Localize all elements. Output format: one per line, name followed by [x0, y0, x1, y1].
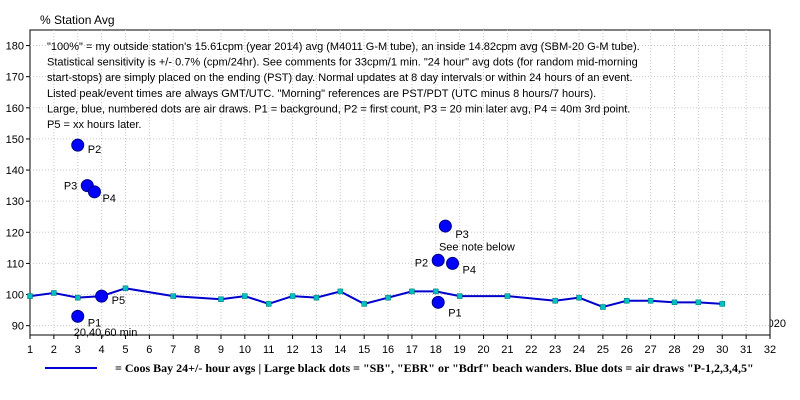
- x-tick-label: 14: [334, 344, 346, 356]
- x-tick-label: 13: [310, 344, 322, 356]
- x-tick-label: 16: [382, 344, 394, 356]
- y-tick-label: 110: [6, 258, 24, 270]
- note-line: P5 = xx hours later.: [47, 119, 141, 131]
- y-tick-label: 160: [6, 103, 24, 115]
- series-point: [695, 299, 702, 306]
- air-draw-point: [431, 295, 445, 309]
- x-tick-label: 28: [668, 344, 680, 356]
- x-tick-label: 29: [692, 344, 704, 356]
- x-tick-label: 21: [501, 344, 513, 356]
- annotation: See note below: [439, 241, 515, 253]
- air-draw-label: P1: [88, 317, 101, 329]
- x-tick-label: 17: [406, 344, 418, 356]
- note-line: Large, blue, numbered dots are air draws…: [47, 103, 630, 115]
- x-tick-label: 9: [218, 344, 224, 356]
- series-point: [552, 298, 558, 304]
- y-tick-label: 140: [6, 165, 24, 177]
- x-tick-label: 24: [573, 344, 585, 356]
- x-tick-label: 23: [549, 344, 561, 356]
- y-tick-label: 180: [6, 41, 24, 53]
- series-point: [313, 294, 320, 301]
- x-tick-label: 25: [597, 344, 609, 356]
- series-point: [242, 293, 248, 299]
- series-line: [29, 287, 723, 309]
- series-point: [576, 294, 582, 301]
- series-point: [265, 301, 272, 307]
- air-draw-label: P3: [64, 181, 77, 193]
- air-draw-label: P1: [448, 307, 461, 319]
- series-point: [433, 288, 439, 295]
- y-tick-label: 150: [6, 134, 24, 146]
- air-draw-point: [87, 185, 101, 199]
- series-point: [409, 288, 415, 295]
- y-axis-label: % Station Avg: [40, 13, 115, 27]
- plot-frame: [29, 29, 771, 336]
- series-point: [647, 298, 654, 304]
- air-draw-label: P2: [415, 257, 428, 269]
- air-draw-label: P2: [88, 144, 101, 156]
- series-point: [51, 290, 57, 296]
- legend-text: = Coos Bay 24+/- hour avgs | Large black…: [115, 361, 754, 375]
- x-tick-label: 10: [239, 344, 251, 356]
- x-tick-label: 7: [170, 344, 176, 356]
- note-line: Statistical sensitivity is +/- 0.7% (cpm…: [47, 57, 638, 69]
- series-point: [289, 293, 296, 299]
- x-tick-label: 1: [27, 344, 33, 356]
- air-draw-point: [446, 256, 460, 270]
- air-draw-point: [431, 253, 445, 267]
- series-point: [122, 285, 129, 292]
- series-point: [74, 294, 81, 301]
- y-tick-label: 120: [6, 227, 24, 239]
- x-tick-label: 30: [716, 344, 728, 356]
- series-point: [504, 293, 511, 299]
- series-point: [218, 296, 224, 302]
- y-tick-label: 90: [12, 321, 24, 333]
- air-draw-point: [95, 289, 109, 303]
- x-tick-label: 15: [358, 344, 370, 356]
- air-draw-point: [438, 219, 452, 233]
- x-tick-label: 32: [764, 344, 776, 356]
- x-tick-label: 11: [263, 344, 274, 356]
- x-tick-label: 6: [146, 344, 152, 356]
- x-tick-label: 3: [75, 344, 81, 356]
- x-tick-label: 4: [99, 344, 105, 356]
- series-point: [337, 288, 344, 295]
- x-tick-label: 26: [621, 344, 633, 356]
- y-tick-label: 100: [6, 290, 24, 302]
- x-tick-label: 8: [194, 344, 200, 356]
- x-tick-label: 27: [645, 344, 657, 356]
- air-draw-label: P3: [455, 229, 468, 241]
- y-tick-label: 170: [6, 72, 24, 84]
- x-tick-label: 2: [51, 344, 57, 356]
- series-point: [624, 298, 630, 304]
- series-point: [671, 299, 678, 306]
- air-draw-point: [71, 138, 85, 152]
- x-tick-label: 12: [286, 344, 298, 356]
- series-point: [456, 293, 463, 299]
- x-tick-label: 19: [454, 344, 466, 356]
- y-tick-label: 130: [6, 196, 24, 208]
- note-line: Listed peak/event times are always GMT/U…: [47, 88, 596, 100]
- note-line: start-stops) are simply placed on the en…: [47, 72, 633, 84]
- series-point: [361, 301, 367, 307]
- note-line: "100%" = my outside station's 15.61cpm (…: [47, 41, 640, 53]
- air-draw-label: P4: [463, 264, 476, 276]
- annotation: 20,40,60 min: [74, 327, 138, 339]
- series-point: [385, 294, 391, 301]
- x-tick-label: 22: [525, 344, 537, 356]
- x-tick-label: 20: [477, 344, 489, 356]
- series-point: [719, 301, 726, 307]
- series-point: [27, 293, 33, 299]
- x-tick-label: 18: [430, 344, 442, 356]
- series-point: [170, 293, 176, 299]
- x-tick-label: 31: [740, 344, 752, 356]
- series-point: [600, 304, 606, 310]
- x-tick-label: 5: [122, 344, 128, 356]
- air-draw-point: [71, 309, 85, 323]
- air-draw-label: P5: [112, 295, 125, 307]
- air-draw-label: P4: [102, 193, 115, 205]
